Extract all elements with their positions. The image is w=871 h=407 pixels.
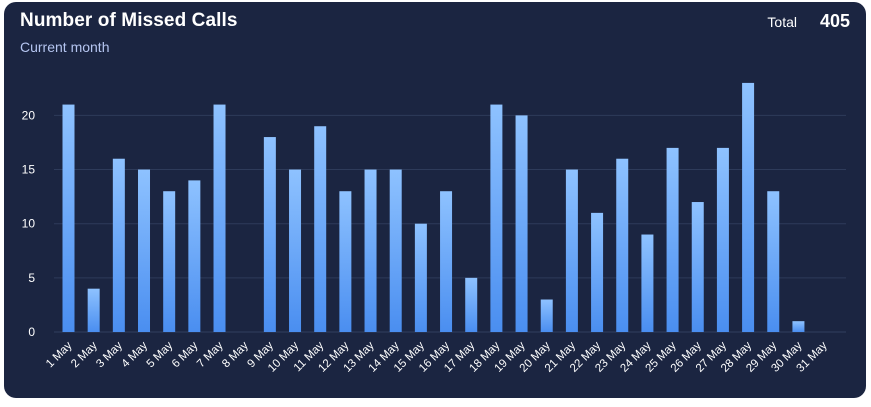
bar[interactable] <box>641 234 654 332</box>
bar[interactable] <box>490 104 503 332</box>
bar[interactable] <box>666 147 679 332</box>
bar[interactable] <box>112 158 125 332</box>
bar[interactable] <box>339 191 352 332</box>
bar[interactable] <box>767 191 780 332</box>
bar[interactable] <box>213 104 226 332</box>
y-tick-label: 0 <box>28 325 35 339</box>
bar[interactable] <box>540 299 553 332</box>
bar[interactable] <box>138 169 151 332</box>
bar[interactable] <box>591 212 604 332</box>
x-tick-label: 5 May <box>145 339 176 370</box>
chart-title: Number of Missed Calls <box>20 10 238 31</box>
bar[interactable] <box>465 277 478 332</box>
missed-calls-card: Number of Missed Calls Current month Tot… <box>4 2 866 398</box>
bar[interactable] <box>163 191 176 332</box>
bar[interactable] <box>87 288 100 332</box>
x-tick-label: 3 May <box>94 339 125 370</box>
bar[interactable] <box>742 82 755 332</box>
bar[interactable] <box>792 321 805 332</box>
total-label: Total <box>767 14 797 30</box>
bar[interactable] <box>263 137 276 332</box>
x-tick-label: 1 May <box>44 339 75 370</box>
bar[interactable] <box>716 147 729 332</box>
x-tick-label: 8 May <box>220 339 251 370</box>
bar[interactable] <box>364 169 377 332</box>
x-tick-label: 6 May <box>170 339 201 370</box>
y-axis-ticks: 0 5 10 15 20 <box>22 108 36 339</box>
y-tick-label: 5 <box>28 271 35 285</box>
bar[interactable] <box>62 104 75 332</box>
total-value: 405 <box>819 11 850 31</box>
chart-subtitle: Current month <box>20 39 110 55</box>
x-tick-label: 4 May <box>119 339 150 370</box>
bar[interactable] <box>515 115 528 333</box>
y-tick-label: 10 <box>22 217 36 231</box>
bar[interactable] <box>188 180 201 332</box>
bar[interactable] <box>414 223 427 332</box>
bar[interactable] <box>440 191 453 332</box>
bar[interactable] <box>565 169 578 332</box>
y-tick-label: 15 <box>22 163 36 177</box>
bar[interactable] <box>314 126 327 332</box>
x-tick-label: 7 May <box>195 339 226 370</box>
x-tick-label: 2 May <box>69 339 100 370</box>
y-tick-label: 20 <box>22 108 36 122</box>
bar[interactable] <box>289 169 302 332</box>
bars <box>62 82 805 333</box>
bar[interactable] <box>616 158 629 332</box>
bar[interactable] <box>691 202 704 332</box>
bar[interactable] <box>389 169 402 332</box>
